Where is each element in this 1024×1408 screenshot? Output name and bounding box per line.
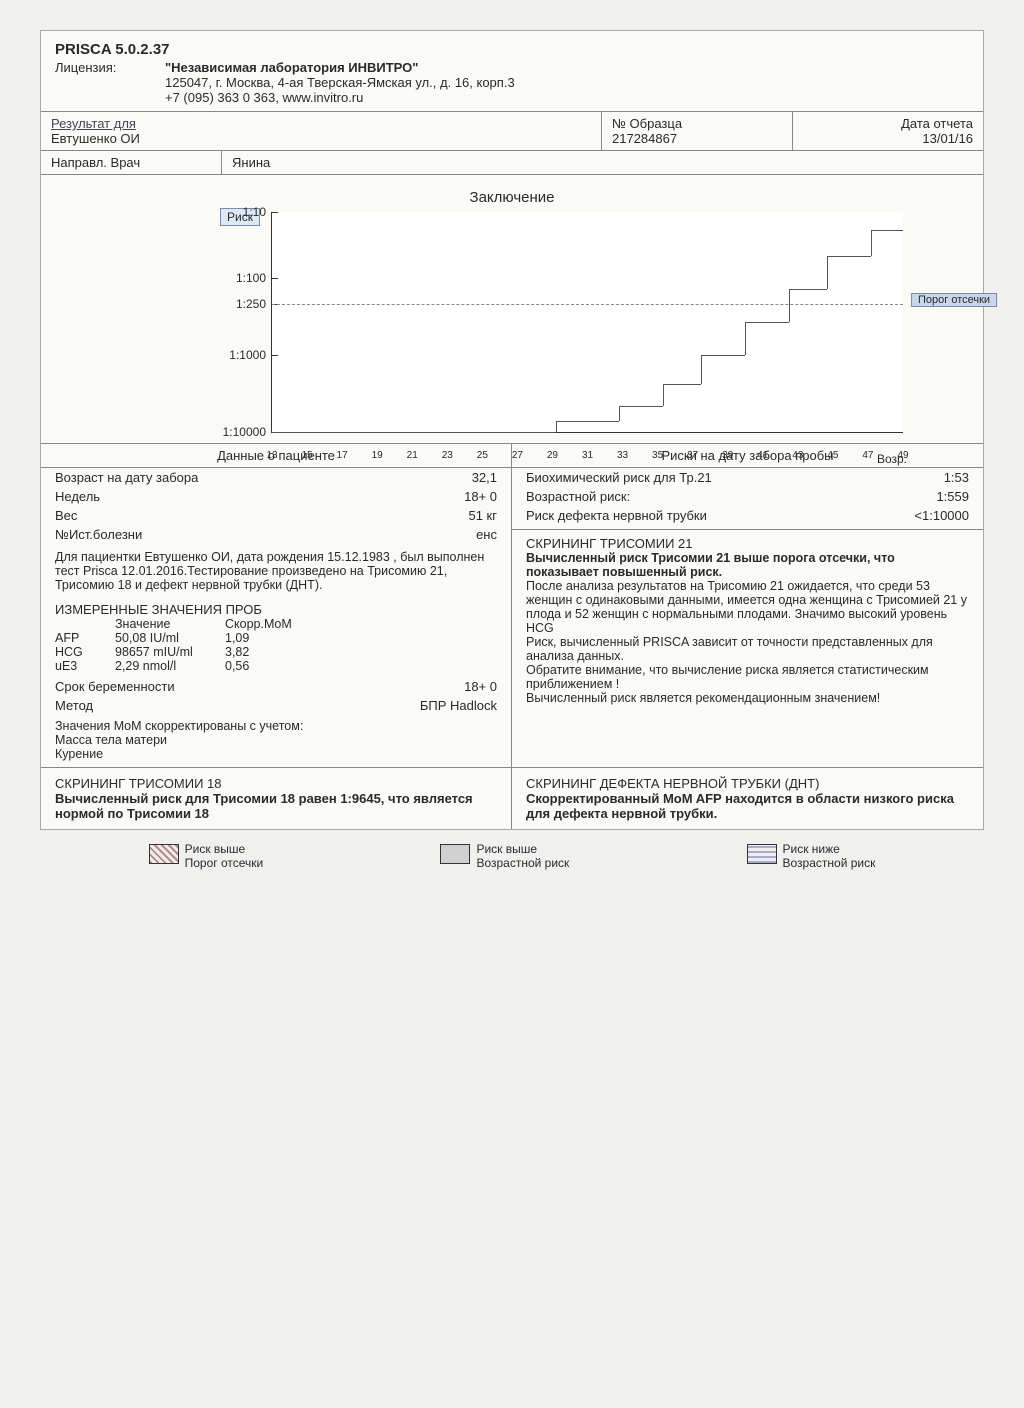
t18-bold: Вычисленный риск для Трисомии 18 равен 1… [55,791,497,821]
srok-v: 18+ 0 [464,679,497,694]
legend-swatch-below [747,844,777,864]
risk-k: Риск дефекта нервной трубки [526,508,707,523]
report-date: 13/01/16 [803,131,973,146]
patient-name: Евтушенко ОИ [51,131,591,146]
pd-k: Вес [55,508,77,523]
risk-v: 1:559 [936,489,969,504]
mid-columns: Данные о пациенте Возраст на дату забора… [41,443,983,767]
legend-below: Риск ниже Возрастной риск [783,842,876,870]
method-k: Метод [55,698,93,713]
date-label: Дата отчета [803,116,973,131]
risk-v: <1:10000 [914,508,969,523]
chart-title: Заключение [81,189,943,206]
risk-k: Возрастной риск: [526,489,630,504]
doctor-row: Направл. Врач Янина [41,151,983,175]
legend-age: Риск выше Возрастной риск [476,842,569,870]
result-row: Результат для Евтушенко ОИ № Образца 217… [41,112,983,151]
meas-m: uE3 [55,659,115,673]
meas-head: ИЗМЕРЕННЫЕ ЗНАЧЕНИЯ ПРОБ [41,598,511,617]
report-sheet: PRISCA 5.0.2.37 Лицензия: "Независимая л… [40,30,984,830]
meas-mom: 3,82 [225,645,305,659]
lab-name: "Независимая лаборатория ИНВИТРО" [165,60,515,75]
chart-area: Заключение Риск Возр. 131517192123252729… [41,175,983,443]
meas-mom: 0,56 [225,659,305,673]
meas-m: HCG [55,645,115,659]
pd-k: Возраст на дату забора [55,470,198,485]
corr-2: Курение [55,747,497,761]
pd-k: №Ист.болезни [55,527,142,542]
result-label: Результат для [51,116,591,131]
sample-num: 217284867 [612,131,782,146]
risk-k: Биохимический риск для Тр.21 [526,470,712,485]
corr-1: Масса тела матери [55,733,497,747]
pd-k: Недель [55,489,100,504]
pd-v: енс [476,527,497,542]
risk-chart: Риск Возр. 13151719212325272931333537394… [271,212,903,433]
srok-k: Срок беременности [55,679,175,694]
legend-swatch-above [149,844,179,864]
risk-v: 1:53 [944,470,969,485]
app-version: PRISCA 5.0.2.37 [55,41,969,58]
pd-v: 51 кг [468,508,497,523]
method-v: БПР Hadlock [420,698,497,713]
t21-body: После анализа результатов на Трисомию 21… [526,579,969,705]
corr-head: Значения MoM скорректированы с учетом: [55,719,497,733]
t21-bold: Вычисленный риск Трисомии 21 выше порога… [526,551,969,579]
legend: Риск выше Порог отсечки Риск выше Возрас… [40,830,984,882]
dnt-head: СКРИНИНГ ДЕФЕКТА НЕРВНОЙ ТРУБКИ (ДНТ) [526,776,969,791]
doctor-name: Янина [222,151,983,174]
lab-addr: 125047, г. Москва, 4-ая Тверская-Ямская … [165,75,515,90]
bottom-screenings: СКРИНИНГ ТРИСОМИИ 18 Вычисленный риск дл… [41,767,983,829]
pd-v: 18+ 0 [464,489,497,504]
pd-v: 32,1 [472,470,497,485]
meas-col-value: Значение [115,617,225,631]
t21-head: СКРИНИНГ ТРИСОМИИ 21 [526,536,969,551]
doctor-label: Направл. Врач [41,151,222,174]
meas-v: 50,08 IU/ml [115,631,225,645]
meas-col-mom: Скорр.MoM [225,617,305,631]
legend-swatch-age [440,844,470,864]
t18-head: СКРИНИНГ ТРИСОМИИ 18 [55,776,497,791]
dnt-bold: Скорректированный MoM AFP находится в об… [526,791,969,821]
lab-phone: +7 (095) 363 0 363, www.invitro.ru [165,90,515,105]
license-label: Лицензия: [55,60,135,105]
meas-v: 2,29 nmol/l [115,659,225,673]
header: PRISCA 5.0.2.37 Лицензия: "Независимая л… [41,31,983,112]
sample-label: № Образца [612,116,782,131]
meas-mom: 1,09 [225,631,305,645]
meas-v: 98657 mIU/ml [115,645,225,659]
narrative: Для пациентки Евтушенко ОИ, дата рождени… [41,544,511,598]
legend-above: Риск выше Порог отсечки [185,842,264,870]
meas-m: AFP [55,631,115,645]
